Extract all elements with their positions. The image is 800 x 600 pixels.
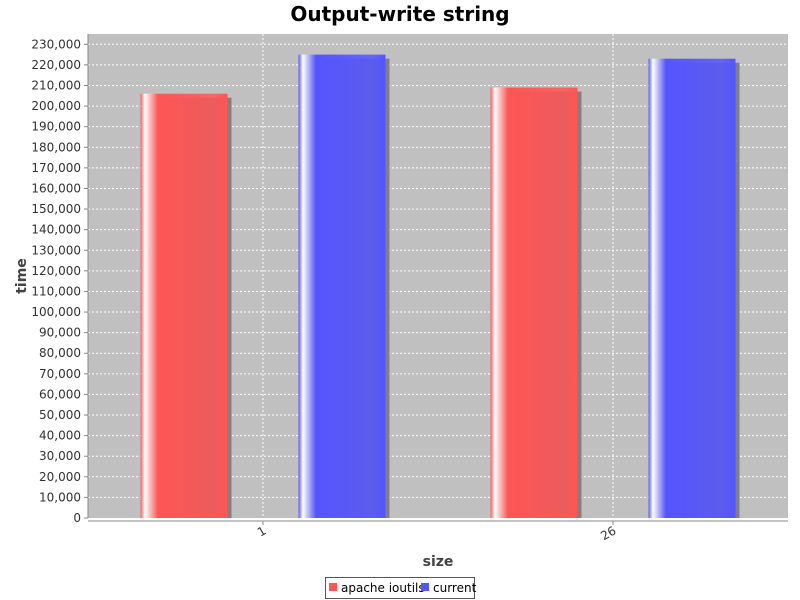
legend-swatch bbox=[421, 583, 429, 591]
y-tick-label: 160,000 bbox=[31, 181, 81, 195]
y-tick-label: 30,000 bbox=[39, 449, 81, 463]
y-tick-label: 170,000 bbox=[31, 161, 81, 175]
y-tick-label: 140,000 bbox=[31, 223, 81, 237]
y-tick-label: 20,000 bbox=[39, 470, 81, 484]
y-tick-label: 90,000 bbox=[39, 326, 81, 340]
y-tick-label: 100,000 bbox=[31, 305, 81, 319]
y-axis-ticks: 0 10,000 20,000 30,000 40,000 50,000 60,000 70,… bbox=[31, 37, 88, 525]
chart-title: Output-write string bbox=[290, 2, 509, 26]
legend: apache ioutils current bbox=[325, 577, 477, 599]
y-tick-label: 210,000 bbox=[31, 78, 81, 92]
legend-box bbox=[325, 577, 475, 599]
bars bbox=[140, 54, 740, 519]
legend-label: apache ioutils bbox=[341, 581, 425, 595]
bar bbox=[140, 93, 228, 518]
y-tick-label: 230,000 bbox=[31, 37, 81, 51]
y-tick-label: 110,000 bbox=[31, 284, 81, 298]
y-tick-label: 40,000 bbox=[39, 429, 81, 443]
y-tick-label: 180,000 bbox=[31, 140, 81, 154]
bar bbox=[490, 87, 578, 518]
y-tick-label: 190,000 bbox=[31, 120, 81, 134]
x-tick-label: 1 bbox=[255, 523, 269, 539]
y-tick-label: 220,000 bbox=[31, 58, 81, 72]
y-tick-label: 0 bbox=[73, 511, 81, 525]
y-tick-label: 70,000 bbox=[39, 367, 81, 381]
y-axis-title: time bbox=[14, 258, 30, 294]
bar bbox=[298, 54, 386, 519]
y-tick-label: 10,000 bbox=[39, 490, 81, 504]
y-tick-label: 150,000 bbox=[31, 202, 81, 216]
y-tick-label: 200,000 bbox=[31, 99, 81, 113]
y-tick-label: 120,000 bbox=[31, 264, 81, 278]
y-tick-label: 80,000 bbox=[39, 346, 81, 360]
x-tick-label: 26 bbox=[598, 523, 618, 543]
bar bbox=[648, 58, 736, 518]
y-tick-label: 60,000 bbox=[39, 387, 81, 401]
legend-swatch bbox=[329, 583, 337, 591]
legend-label: current bbox=[433, 581, 477, 595]
y-tick-label: 50,000 bbox=[39, 408, 81, 422]
y-tick-label: 130,000 bbox=[31, 243, 81, 257]
x-axis-title: size bbox=[423, 554, 454, 570]
x-axis-ticks: 1 26 bbox=[255, 521, 619, 543]
